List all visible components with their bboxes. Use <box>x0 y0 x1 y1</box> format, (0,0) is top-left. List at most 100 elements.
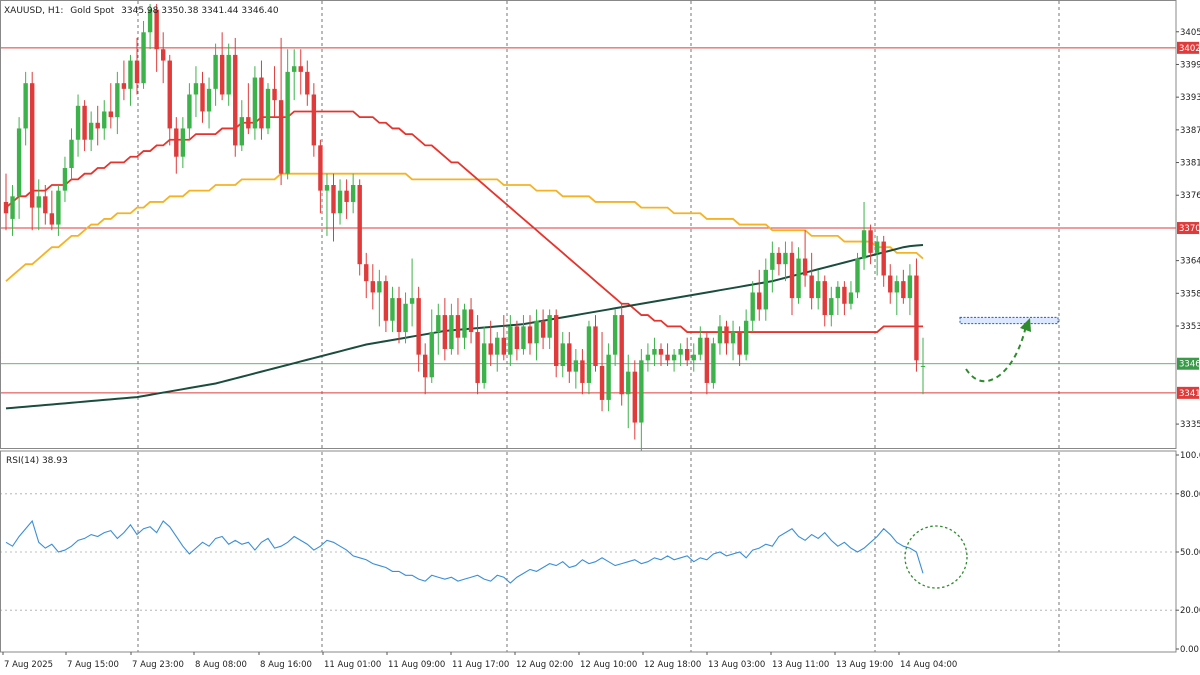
candle-body-73 <box>481 343 487 383</box>
chart-header: XAUUSD, H1: Gold Spot 3345.98 3350.38 33… <box>4 6 279 16</box>
candle-body-71 <box>468 309 474 333</box>
candle-body-32 <box>213 54 218 89</box>
rsi-tick-label-3: 20.00 <box>1180 606 1200 616</box>
candle-body-92 <box>606 354 611 400</box>
rsi-line <box>5 519 924 584</box>
time-tick-label-4: 8 Aug 16:00 <box>260 660 312 670</box>
time-tick-label-0: 7 Aug 2025 <box>4 660 53 670</box>
candle-body-113 <box>743 320 749 355</box>
candle-body-108 <box>711 343 716 383</box>
candle-body-28 <box>187 94 192 129</box>
candle-body-103 <box>678 349 683 355</box>
rsi-tick-label-0: 100.00 <box>1180 451 1200 461</box>
candle-body-130 <box>855 258 860 293</box>
candle-body-25 <box>167 60 172 129</box>
candle-body-44 <box>292 66 297 72</box>
ohlc-values: 3345.98 3350.38 3341.44 3346.40 <box>121 6 279 16</box>
price-tick-label-7: 3358.85 <box>1180 289 1200 299</box>
candle-body-39 <box>259 77 264 129</box>
time-tick-label-6: 11 Aug 09:00 <box>388 660 445 670</box>
candle-body-3 <box>23 83 28 129</box>
candle-body-94 <box>619 315 624 395</box>
time-tick-label-11: 13 Aug 03:00 <box>708 660 765 670</box>
candle-body-47 <box>311 94 317 146</box>
time-tick-label-14: 14 Aug 04:00 <box>900 660 957 670</box>
candle-body-127 <box>835 286 841 299</box>
candle-body-128 <box>842 286 847 304</box>
candle-body-59 <box>390 298 395 321</box>
time-tick-label-8: 12 Aug 02:00 <box>516 660 573 670</box>
candles <box>3 4 926 451</box>
rsi-panel <box>0 493 1176 611</box>
candle-body-49 <box>324 184 330 191</box>
time-tick-label-7: 11 Aug 17:00 <box>452 660 509 670</box>
candle-body-136 <box>894 281 899 293</box>
candle-body-89 <box>586 326 592 383</box>
candle-body-87 <box>573 360 579 372</box>
candle-body-111 <box>730 332 736 344</box>
candle-body-101 <box>665 354 670 361</box>
candle-body-75 <box>495 337 500 355</box>
candle-body-53 <box>350 184 356 202</box>
candle-body-70 <box>462 309 467 338</box>
price-tick-label-6: 3364.63 <box>1180 257 1200 267</box>
candle-body-9 <box>62 168 68 191</box>
current-price-label: 3346.40 <box>1179 360 1200 370</box>
candle-body-31 <box>206 88 212 112</box>
candle-body-90 <box>593 326 598 366</box>
candle-body-126 <box>829 298 834 316</box>
forecast-arrow-path <box>965 325 1027 383</box>
candle-body-106 <box>698 337 703 355</box>
candle-body-2 <box>16 128 22 197</box>
candle-body-13 <box>88 122 94 140</box>
candle-body-37 <box>246 117 251 129</box>
candle-body-62 <box>409 298 415 304</box>
candle-body-82 <box>540 320 546 338</box>
candle-body-140 <box>920 365 926 367</box>
candle-body-23 <box>154 9 159 50</box>
ma100-line <box>5 172 924 282</box>
candle-body-118 <box>776 252 782 265</box>
candle-body-80 <box>527 326 533 344</box>
time-tick-label-10: 12 Aug 18:00 <box>644 660 701 670</box>
candle-body-22 <box>147 9 153 33</box>
candle-body-114 <box>750 292 755 321</box>
candle-body-107 <box>704 337 710 383</box>
candle-body-74 <box>488 343 493 355</box>
time-tick-label-13: 13 Aug 19:00 <box>836 660 893 670</box>
candle-body-41 <box>272 88 277 101</box>
candle-body-85 <box>560 343 565 366</box>
rsi-tick-label-1: 80.00 <box>1180 490 1200 500</box>
candle-body-137 <box>901 281 906 299</box>
candle-body-77 <box>508 326 513 355</box>
candle-body-138 <box>907 275 913 299</box>
candle-body-15 <box>102 111 107 129</box>
candle-body-98 <box>645 354 651 361</box>
candle-body-36 <box>239 117 244 146</box>
rsi-label: RSI(14) 38.93 <box>6 456 68 466</box>
candle-body-117 <box>770 252 775 270</box>
candle-body-109 <box>717 326 723 344</box>
candle-body-4 <box>30 83 35 208</box>
candle-body-11 <box>75 105 81 140</box>
price-tick-label-5: 3376.19 <box>1180 191 1200 201</box>
price-tick-label-4: 3381.97 <box>1180 159 1200 169</box>
candle-body-17 <box>115 83 120 118</box>
candle-body-63 <box>416 298 421 355</box>
price-tick-label-0: 3405.09 <box>1180 28 1200 38</box>
level-label-bg-1 <box>1177 222 1199 235</box>
candle-body-60 <box>396 298 402 333</box>
candle-body-5 <box>36 196 41 208</box>
candle-body-135 <box>888 275 893 293</box>
candle-body-1 <box>10 196 15 219</box>
candle-body-20 <box>134 60 140 84</box>
price-tick-label-1: 3399.31 <box>1180 60 1200 70</box>
candle-body-88 <box>580 360 585 383</box>
candle-body-54 <box>357 184 362 265</box>
candle-body-133 <box>874 241 880 253</box>
candle-body-139 <box>914 275 919 361</box>
candle-body-7 <box>49 213 55 225</box>
candle-body-110 <box>724 326 729 344</box>
candle-body-14 <box>95 122 100 129</box>
candle-body-91 <box>599 365 605 400</box>
